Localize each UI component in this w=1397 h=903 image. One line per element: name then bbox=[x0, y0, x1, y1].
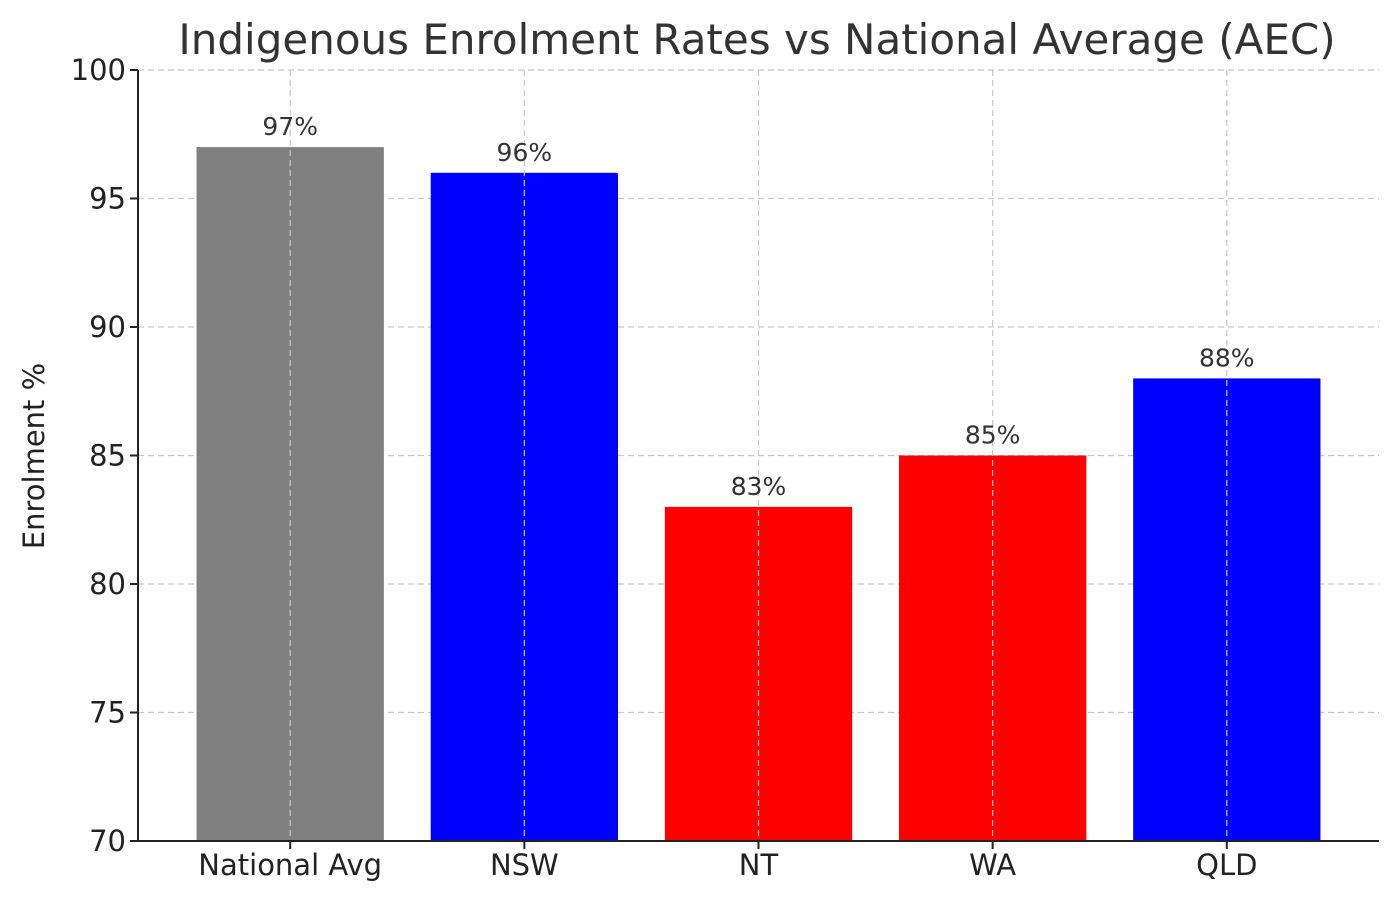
y-tick-label: 70 bbox=[89, 824, 126, 858]
data-label: 96% bbox=[497, 138, 553, 167]
x-tick-label: NSW bbox=[490, 848, 559, 882]
chart-title: Indigenous Enrolment Rates vs National A… bbox=[178, 15, 1335, 64]
y-tick-label: 95 bbox=[89, 182, 126, 216]
x-tick-label: NT bbox=[739, 848, 779, 882]
data-label: 85% bbox=[965, 421, 1021, 450]
y-tick-label: 100 bbox=[71, 53, 126, 87]
x-tick-label: WA bbox=[969, 848, 1016, 882]
y-tick-label: 75 bbox=[89, 696, 126, 730]
data-label: 97% bbox=[262, 112, 318, 141]
data-label: 88% bbox=[1199, 343, 1255, 372]
y-tick-label: 90 bbox=[89, 310, 126, 344]
bar bbox=[898, 455, 1087, 841]
y-tick-label: 80 bbox=[89, 567, 126, 601]
x-ticks: National Avg NSW NT WA QLD bbox=[198, 841, 1257, 882]
y-ticks: 70 75 80 85 90 95 100 bbox=[71, 53, 138, 858]
x-tick-label: National Avg bbox=[198, 848, 382, 882]
x-tick-label: QLD bbox=[1196, 848, 1257, 882]
data-label: 83% bbox=[731, 472, 787, 501]
y-tick-label: 85 bbox=[89, 439, 126, 473]
y-axis-label: Enrolment % bbox=[17, 363, 51, 549]
vertical-grid bbox=[289, 70, 1228, 841]
data-labels: 97% 96% 83% 85% 88% bbox=[262, 112, 1254, 501]
